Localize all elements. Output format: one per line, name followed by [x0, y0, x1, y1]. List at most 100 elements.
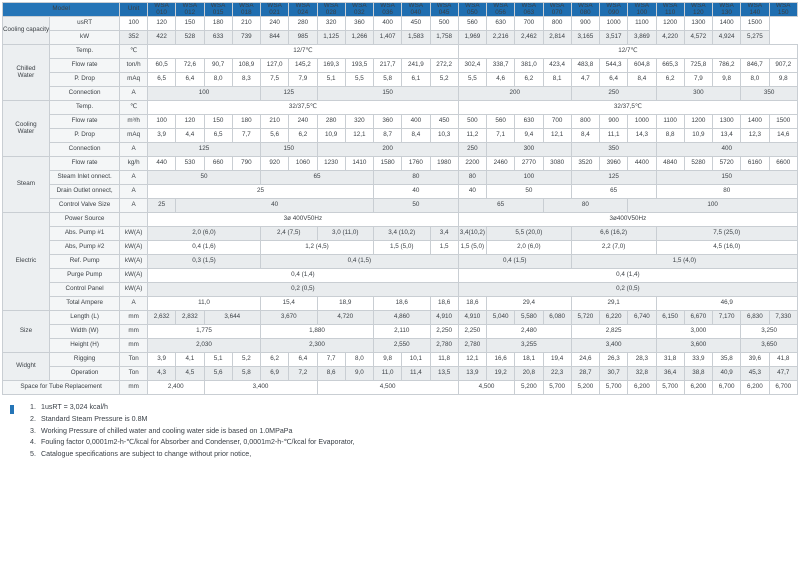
- cell-merged: 0,2 (0,5): [457, 282, 799, 298]
- cell: 210: [259, 114, 290, 130]
- cell-merged: 0,3 (1,5): [147, 254, 261, 270]
- row-el-total-ampere: Total Ampere A 11,0 15,4 18,9 18,6 18,6 18,6 2…: [3, 296, 798, 312]
- cell: 3,869: [627, 30, 657, 46]
- cell: 8,4: [627, 72, 657, 88]
- cell: 10,1: [401, 352, 431, 368]
- group-cooling-water: Cooling Water: [2, 100, 50, 158]
- cell: 36,4: [655, 366, 685, 382]
- cell: 19,4: [542, 352, 572, 368]
- cell-merged: 18,9: [316, 296, 374, 312]
- label-flow-rate: Flow rate: [48, 156, 121, 172]
- cell-merged: 250: [570, 86, 657, 102]
- cell: 800: [570, 114, 601, 130]
- header-model-140: WSA 140: [740, 1, 770, 18]
- row-cooling-capacity-kw: kW 352 422 528 633 739 844 985 1,125 1,266 1,407 1…: [3, 30, 798, 46]
- cell-merged: 0,4 (1,6): [147, 240, 261, 256]
- header-model: Model: [1, 1, 121, 18]
- cell-merged: 1,5 (5,0): [373, 240, 431, 256]
- cell: 4,6: [485, 72, 516, 88]
- footnote-item: 5. Catalogue specifications are subject t…: [30, 449, 252, 458]
- cell: 12,3: [740, 128, 770, 144]
- cell: 3520: [570, 156, 601, 172]
- unit-a: A: [119, 170, 148, 186]
- header-model-032: WSA 032: [344, 1, 375, 18]
- cell: 1500: [768, 114, 798, 130]
- cell: 1760: [401, 156, 431, 172]
- header-model-070: WSA 070: [542, 1, 572, 18]
- cell-merged: 2,110: [373, 324, 431, 340]
- cell-merged: 5,700: [542, 380, 572, 396]
- cell-merged: 7,330: [768, 310, 798, 326]
- cell: 5,8: [231, 366, 262, 382]
- cell: 4,7: [570, 72, 601, 88]
- cell: 5,8: [372, 72, 403, 88]
- unit-ton: Ton: [119, 366, 148, 382]
- cell: 6,5: [146, 72, 177, 88]
- cell: 560: [485, 114, 516, 130]
- cell: 41,8: [768, 352, 798, 368]
- cell: 7,7: [231, 128, 262, 144]
- cell: 1000: [627, 114, 657, 130]
- cell: 1580: [372, 156, 403, 172]
- cell-merged: 4,860: [373, 310, 431, 326]
- row-chw-flow: Flow rate ton/h 60,5 72,6 90,7 108,9 127,0 14…: [3, 58, 798, 74]
- cell: 241,9: [401, 58, 431, 74]
- footnote-item: 3. Working Pressure of chilled water and …: [30, 426, 293, 435]
- cell: 5,6: [259, 128, 290, 144]
- cell: 1400: [740, 114, 770, 130]
- unit-maq: mAq: [119, 128, 148, 144]
- unit-kwa: kW(A): [119, 226, 148, 242]
- footnote-item: 1. 1usRT = 3,024 kcal/h: [30, 403, 108, 412]
- cell: 11,0: [372, 366, 403, 382]
- row-steam-drain: Drain Outlet onnect, A 25 40 40 50 65 80: [3, 184, 798, 200]
- cell-merged: 7,5 (25,0): [655, 226, 798, 242]
- cell-merged: 100: [486, 170, 572, 186]
- row-steam-inlet: Steam Inlet onnect. A 50 65 80 80 100 125 150: [3, 170, 798, 186]
- cell: 6,9: [259, 366, 290, 382]
- cell: 3,9: [146, 128, 177, 144]
- header-model-080: WSA 080: [570, 1, 601, 18]
- label-operation: Operation: [48, 366, 121, 382]
- label-temp: Temp.: [48, 100, 121, 116]
- header-model-036: WSA 036: [372, 1, 403, 18]
- accent-bar-icon: [10, 405, 14, 415]
- group-weight: Widght: [2, 352, 50, 382]
- cell-merged: 50: [373, 198, 459, 214]
- unit-kw: kW: [48, 30, 121, 46]
- cell: 150: [203, 114, 233, 130]
- cell-merged: 3,644: [203, 310, 261, 326]
- cell: 739: [231, 30, 262, 46]
- cell: 5,2: [231, 352, 262, 368]
- cell: 9,8: [768, 72, 798, 88]
- cell: 320: [316, 16, 346, 32]
- group-size: Size: [2, 310, 50, 354]
- cell-merged: 6,830: [740, 310, 770, 326]
- cell: 500: [429, 16, 459, 32]
- cell: 544,3: [598, 58, 629, 74]
- cell-merged: 3ø400V50Hz: [457, 212, 799, 228]
- cell-merged: 5,720: [570, 310, 601, 326]
- cell: 10,9: [683, 128, 714, 144]
- cell: 6,5: [203, 128, 233, 144]
- cell: 1060: [288, 156, 318, 172]
- header-model-130: WSA 130: [711, 1, 742, 18]
- cell-merged: 4,5 (16,0): [655, 240, 798, 256]
- cell: 7,1: [485, 128, 516, 144]
- unit-kwa: kW(A): [119, 268, 148, 284]
- row-el-purge-pump: Purge Pump kW(A) 0,4 (1,4) 0,4 (1,4): [3, 268, 799, 284]
- cell: 3,517: [598, 30, 629, 46]
- cell: 2,216: [485, 30, 516, 46]
- label-p-drop: P. Drop: [48, 128, 121, 144]
- cell: 6,4: [598, 72, 629, 88]
- cell-merged: 3,250: [740, 324, 798, 340]
- cell: 1,407: [372, 30, 403, 46]
- cell: 6,4: [288, 352, 318, 368]
- cell-merged: 3,600: [655, 338, 742, 354]
- cell-merged: 250: [457, 142, 488, 158]
- cell: 1400: [711, 16, 742, 32]
- cell: 9,8: [372, 352, 403, 368]
- cell: 560: [457, 16, 488, 32]
- row-cw-flow: Flow rate m³/h 100 120 150 180 210 240 280 320 3…: [3, 114, 798, 130]
- label-purge-pump: Purge Pump: [48, 268, 121, 284]
